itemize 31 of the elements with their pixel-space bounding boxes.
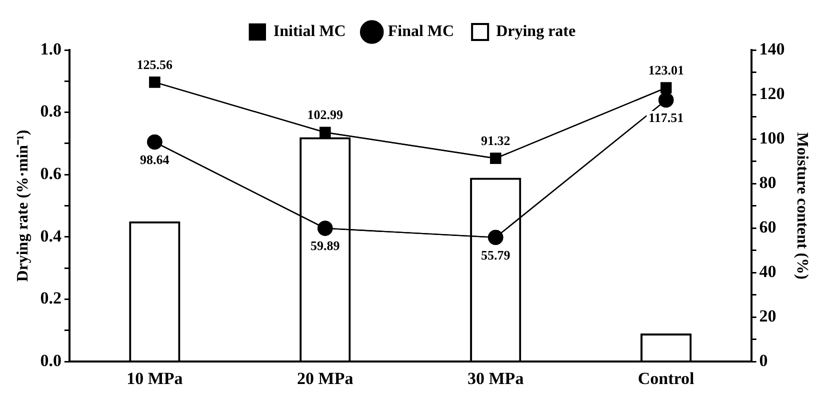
data-label: 102.99 bbox=[307, 107, 344, 122]
data-label: 123.01 bbox=[648, 62, 684, 78]
y-axis-title: Drying rate (%·min⁻¹) bbox=[14, 130, 32, 282]
x-tick-label: 20 MPa bbox=[297, 369, 354, 388]
y-tick-label: 0.4 bbox=[40, 226, 62, 246]
legend-label: Final MC bbox=[388, 23, 454, 40]
y2-tick-label: 0 bbox=[759, 350, 768, 370]
y2-tick-label: 140 bbox=[759, 39, 785, 58]
y-tick-label: 0.8 bbox=[40, 102, 62, 121]
y-tick-label: 0.6 bbox=[40, 164, 62, 184]
x-tick-label: 30 MPa bbox=[468, 369, 524, 388]
data-label: 55.79 bbox=[480, 247, 511, 262]
y-tick-label: 0.2 bbox=[40, 288, 62, 308]
data-label: 59.89 bbox=[310, 238, 340, 254]
legend-label: Initial MC bbox=[273, 23, 346, 40]
data-label: 98.64 bbox=[140, 152, 170, 167]
y2-tick-label: 80 bbox=[759, 172, 776, 192]
y2-tick-label: 60 bbox=[759, 217, 776, 236]
y2-axis-title: Moisture content (%) bbox=[793, 132, 810, 280]
y2-tick-label: 120 bbox=[759, 84, 785, 103]
data-label: 125.56 bbox=[136, 57, 174, 72]
data-label: 91.32 bbox=[480, 133, 510, 148]
y2-tick-label: 40 bbox=[759, 262, 776, 281]
y2-tick-label: 20 bbox=[759, 306, 776, 326]
y-tick-label: 0.0 bbox=[40, 350, 62, 370]
data-label: 117.51 bbox=[648, 110, 684, 125]
y-tick-label: 1.0 bbox=[40, 39, 62, 58]
legend-label: Drying rate bbox=[496, 23, 576, 40]
y2-tick-label: 100 bbox=[759, 128, 785, 148]
x-tick-label: Control bbox=[638, 369, 695, 388]
x-tick-label: 10 MPa bbox=[126, 369, 184, 388]
